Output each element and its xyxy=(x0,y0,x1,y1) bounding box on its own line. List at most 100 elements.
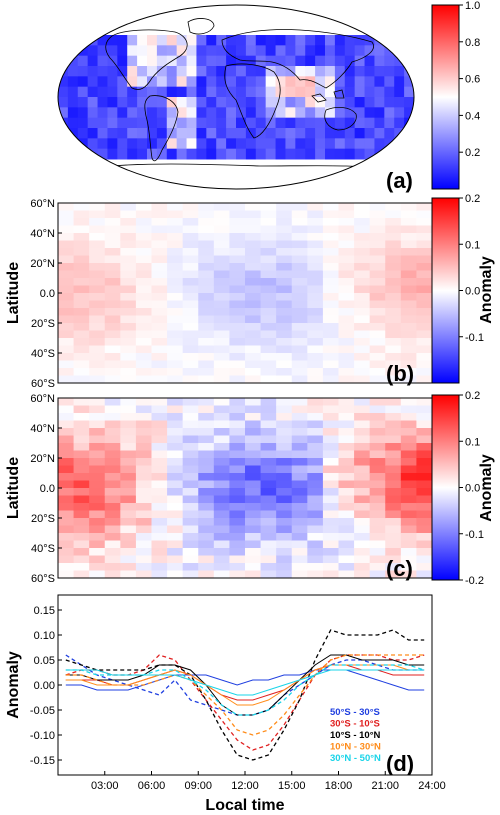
heatmap-cell xyxy=(307,218,324,226)
heatmap-cell xyxy=(213,308,230,316)
heatmap-cell xyxy=(151,218,168,226)
map-cell xyxy=(156,107,168,119)
heatmap-cell xyxy=(58,345,75,354)
map-cell xyxy=(226,148,237,160)
heatmap-cell xyxy=(167,503,184,511)
map-cell xyxy=(315,66,326,77)
heatmap-cell xyxy=(58,413,75,421)
heatmap-cell xyxy=(135,555,152,564)
heatmap-cell xyxy=(291,428,308,436)
map-cell xyxy=(196,45,207,57)
heatmap-cell xyxy=(167,218,184,226)
map-cell xyxy=(245,45,257,57)
heatmap-cell xyxy=(198,360,215,369)
heatmap-cell xyxy=(182,495,199,504)
heatmap-cell xyxy=(198,270,215,279)
heatmap-cell xyxy=(135,368,152,376)
heatmap-cell xyxy=(260,270,277,279)
heatmap-cell xyxy=(245,225,262,234)
heatmap-cell xyxy=(354,360,371,369)
map-cell xyxy=(295,66,306,77)
heatmap-cell xyxy=(213,480,230,489)
map-cell xyxy=(285,45,296,57)
panel-c-ylabel: Latitude xyxy=(5,457,22,519)
heatmap-cell xyxy=(135,525,152,534)
heatmap-cell xyxy=(198,263,215,271)
map-cell xyxy=(77,45,89,57)
map-cell xyxy=(315,76,326,88)
heatmap-cell xyxy=(151,398,168,406)
heatmap-cell xyxy=(73,285,90,294)
heatmap-cell xyxy=(120,330,137,339)
heatmap-cell xyxy=(198,570,215,578)
map-cell xyxy=(186,66,197,77)
heatmap-cell xyxy=(229,270,246,279)
map-cell xyxy=(117,45,128,57)
heatmap-cell xyxy=(58,563,75,571)
heatmap-cell xyxy=(354,563,371,571)
panel-d-lineplot: 0.150.100.050.00-0.05-0.10-0.15 03:00 06:… xyxy=(5,594,446,814)
heatmap-cell xyxy=(182,225,199,234)
map-cell xyxy=(117,55,128,67)
heatmap-cell xyxy=(213,525,230,534)
heatmap-cell xyxy=(58,225,75,234)
heatmap-cell xyxy=(73,435,90,444)
heatmap-cell xyxy=(151,308,168,316)
heatmap-cell xyxy=(291,480,308,489)
heatmap-cell xyxy=(198,375,215,383)
heatmap-cell xyxy=(400,263,417,271)
heatmap-cell xyxy=(120,225,137,234)
heatmap-cell xyxy=(245,300,262,309)
heatmap-cell xyxy=(151,563,168,571)
heatmap-cell xyxy=(400,548,417,556)
heatmap-cell xyxy=(182,300,199,309)
heatmap-cell xyxy=(291,308,308,316)
heatmap-cell xyxy=(229,525,246,534)
map-cell xyxy=(196,107,207,119)
map-cell xyxy=(206,117,217,129)
map-cell xyxy=(334,35,346,46)
map-cell xyxy=(384,97,395,108)
heatmap-cell xyxy=(120,345,137,354)
heatmap-cell xyxy=(182,375,199,383)
heatmap-cell xyxy=(245,540,262,549)
map-cell xyxy=(67,148,79,160)
heatmap-cell xyxy=(322,323,339,331)
heatmap-cell xyxy=(322,263,339,271)
coast-north-america xyxy=(105,29,188,90)
map-cell xyxy=(166,66,178,77)
heatmap-cell xyxy=(213,435,230,444)
heatmap-cell xyxy=(151,263,168,271)
map-cell xyxy=(285,76,296,88)
heatmap-cell xyxy=(260,428,277,436)
map-cell xyxy=(77,128,89,139)
map-cell xyxy=(117,76,128,88)
map-cell xyxy=(275,86,286,98)
map-cell xyxy=(285,35,296,46)
heatmap-cell xyxy=(104,233,121,241)
map-cell xyxy=(374,55,385,67)
heatmap-cell xyxy=(385,353,402,361)
heatmap-cell xyxy=(354,458,371,466)
map-cell xyxy=(87,66,99,77)
colorbar-a-tick-label: 0.6 xyxy=(465,74,480,86)
panel-b-heatmap: 60°N40°N20°N0.020°S40°S60°S Latitude (b)… xyxy=(5,193,495,390)
heatmap-cell xyxy=(416,360,432,369)
heatmap-cell xyxy=(307,525,324,534)
heatmap-cell xyxy=(135,203,152,211)
heatmap-cell xyxy=(322,233,339,241)
heatmap-cell xyxy=(229,548,246,556)
heatmap-cell xyxy=(229,375,246,383)
heatmap-cell xyxy=(104,285,121,294)
heatmap-cell xyxy=(182,345,199,354)
map-cell xyxy=(166,45,178,57)
map-cell xyxy=(216,97,227,108)
map-cell xyxy=(67,107,79,119)
heatmap-cell xyxy=(151,473,168,481)
heatmap-cell xyxy=(354,420,371,429)
heatmap-cell xyxy=(89,233,106,241)
map-cell xyxy=(97,35,108,46)
map-cell xyxy=(354,66,366,77)
heatmap-cell xyxy=(89,240,106,249)
heatmap-cell xyxy=(260,420,277,429)
